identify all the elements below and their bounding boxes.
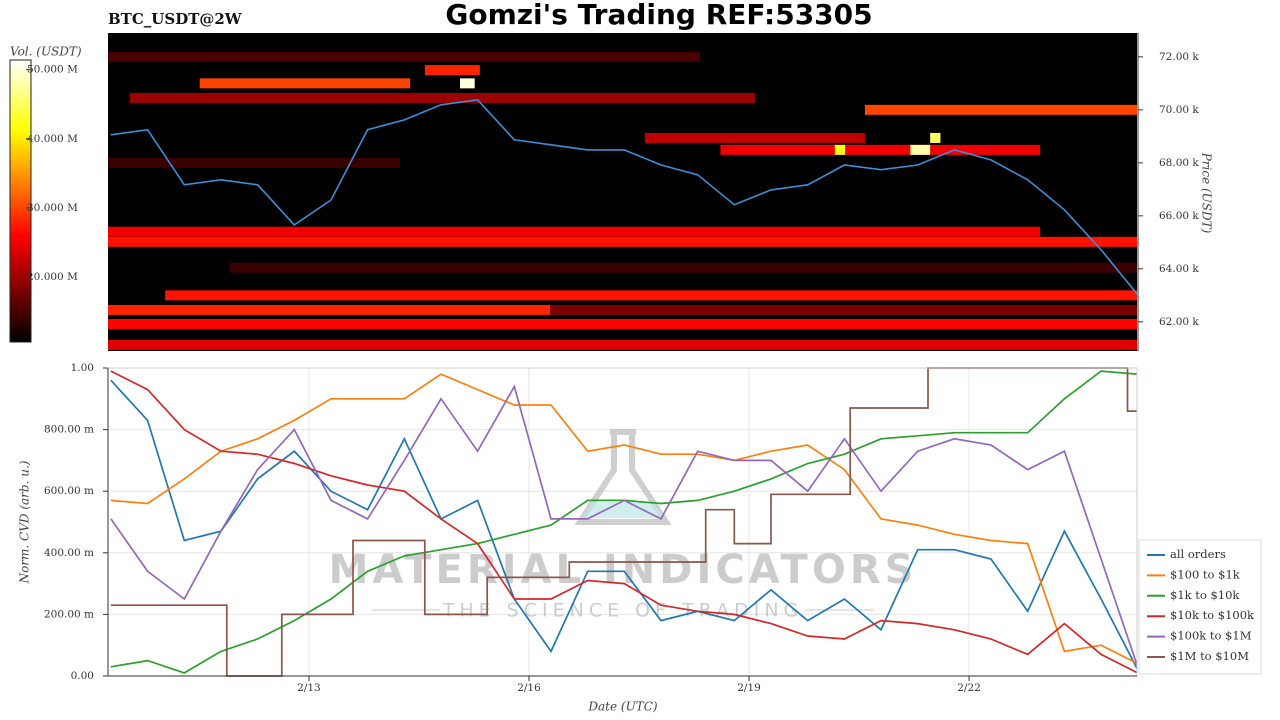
y-tick-label: 0.00 <box>71 670 94 682</box>
y-tick-label: 200.00 m <box>44 608 94 620</box>
y-tick-label: 64.00 k <box>1159 263 1199 275</box>
y-tick-label: 62.00 k <box>1159 316 1199 328</box>
x-tick-label: 2/13 <box>297 682 321 694</box>
legend-label: $1M to $10M <box>1170 649 1249 663</box>
y-tick-label: 800.00 m <box>44 424 94 436</box>
legend-label: $10k to $100k <box>1170 608 1255 622</box>
series-line <box>110 373 1137 665</box>
y-axis-title: Price (USDT) <box>1200 152 1214 234</box>
heat-cell <box>550 304 1137 315</box>
heat-cell <box>199 78 411 89</box>
heat-cell <box>720 144 1041 155</box>
legend-label: all orders <box>1170 547 1226 561</box>
legend-label: $1k to $10k <box>1170 588 1240 602</box>
chart-title: Gomzi's Trading REF:53305 <box>445 0 872 31</box>
watermark-title: MATERIAL INDICATORS <box>329 547 918 593</box>
watermark-icon <box>574 429 672 525</box>
heat-cell <box>644 132 865 143</box>
watermark-subtitle: THE SCIENCE OF TRADING <box>442 600 804 622</box>
y-tick-label: 66.00 k <box>1159 210 1199 222</box>
y-tick-label: 72.00 k <box>1159 51 1199 63</box>
heat-cell <box>108 304 551 315</box>
colorbar-label: Vol. (USDT) <box>10 45 82 59</box>
x-tick-label: 2/22 <box>957 682 981 694</box>
colorbar-tick-label: 30.000 M <box>27 202 78 214</box>
series-line <box>110 384 1137 668</box>
y-axis-title: Norm. CVD (arb. u.) <box>18 460 32 584</box>
y-tick-label: 70.00 k <box>1159 104 1199 116</box>
heat-cell <box>229 262 1137 273</box>
heat-cell <box>834 144 846 155</box>
heat-cell <box>460 78 475 89</box>
x-tick-label: 2/19 <box>737 682 761 694</box>
heat-cell <box>108 51 700 62</box>
heat-cell <box>108 236 1137 247</box>
heat-cell <box>108 318 1137 329</box>
colorbar-tick-label: 40.000 M <box>27 133 78 145</box>
y-tick-label: 1.00 <box>71 362 94 374</box>
x-axis-title: Date (UTC) <box>587 700 657 714</box>
legend-label: $100 to $1k <box>1170 567 1241 581</box>
heat-cell <box>165 290 1137 301</box>
heat-cell <box>930 132 941 143</box>
x-tick-label: 2/16 <box>517 682 541 694</box>
series-line <box>110 367 1137 677</box>
heat-cell <box>130 92 755 103</box>
y-tick-label: 400.00 m <box>44 547 94 559</box>
heat-cell <box>108 157 400 168</box>
watermark-icon <box>582 502 664 518</box>
price-line <box>110 98 1137 296</box>
heat-cell <box>424 65 480 76</box>
y-tick-label: 600.00 m <box>44 485 94 497</box>
series-line <box>110 370 1137 674</box>
heat-cell <box>108 226 1041 237</box>
heat-cell <box>864 104 1137 115</box>
legend-box <box>1138 539 1262 675</box>
heatmap <box>108 51 1137 350</box>
legend-label: $100k to $1M <box>1170 629 1252 643</box>
colorbar <box>9 59 32 343</box>
colorbar-tick-label: 50.000 M <box>27 64 78 76</box>
heat-cell <box>108 339 1137 350</box>
y-tick-label: 68.00 k <box>1159 157 1199 169</box>
chart-subtitle: BTC_USDT@2W <box>108 10 243 28</box>
colorbar-tick-label: 20.000 M <box>27 271 78 283</box>
heat-cell <box>910 144 931 155</box>
